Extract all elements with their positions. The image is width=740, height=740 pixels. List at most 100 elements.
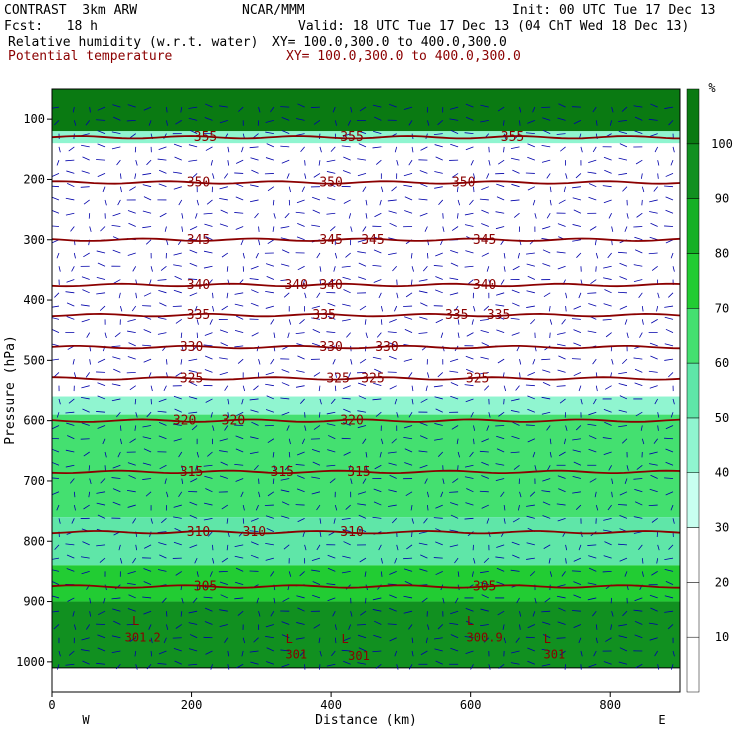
wind-vector bbox=[159, 464, 167, 470]
wind-vector bbox=[651, 518, 658, 523]
wind-vector bbox=[411, 385, 414, 392]
wind-vector bbox=[619, 276, 628, 280]
wind-vector bbox=[511, 435, 520, 440]
wind-vector bbox=[558, 607, 566, 612]
wind-vector bbox=[358, 262, 367, 267]
wind-vector bbox=[326, 159, 336, 163]
wind-vector bbox=[112, 212, 121, 217]
wind-vector bbox=[433, 265, 443, 267]
wind-vector bbox=[112, 501, 121, 506]
wind-vector bbox=[374, 464, 382, 470]
wind-vector bbox=[503, 385, 507, 392]
wind-vector bbox=[221, 557, 229, 563]
wind-vector bbox=[664, 316, 674, 320]
wind-vector bbox=[556, 343, 566, 347]
wind-vector bbox=[541, 396, 551, 400]
wind-vector bbox=[80, 396, 90, 400]
wind-vector bbox=[481, 252, 489, 257]
isentrope-label: 320 bbox=[173, 414, 196, 429]
wind-vector bbox=[235, 226, 244, 230]
wind-vector bbox=[603, 451, 612, 455]
wind-vector bbox=[451, 173, 459, 178]
isentrope-label: 325 bbox=[466, 371, 489, 386]
wind-vector bbox=[450, 610, 459, 615]
wind-vector bbox=[128, 474, 136, 479]
wind-vector bbox=[556, 503, 566, 506]
wind-vector bbox=[205, 488, 213, 493]
wind-vector bbox=[542, 501, 551, 506]
wind-vector bbox=[657, 544, 660, 551]
wind-vector bbox=[327, 435, 336, 440]
wind-vector bbox=[119, 186, 122, 193]
wind-vector bbox=[357, 425, 367, 429]
wind-vector bbox=[670, 160, 674, 166]
wind-vector bbox=[118, 544, 121, 551]
wind-vector bbox=[161, 597, 167, 603]
wind-vector bbox=[332, 106, 336, 113]
wind-vector bbox=[159, 554, 167, 559]
wind-vector bbox=[464, 265, 474, 268]
wind-vector bbox=[282, 597, 290, 602]
wind-vector bbox=[611, 226, 614, 232]
wind-vector bbox=[172, 171, 182, 174]
wind-vector bbox=[66, 302, 75, 307]
wind-vector bbox=[96, 159, 106, 161]
wind-vector bbox=[473, 305, 476, 312]
wind-vector bbox=[633, 478, 643, 480]
wind-vector bbox=[52, 425, 60, 430]
wind-vector bbox=[665, 461, 674, 466]
wind-vector bbox=[516, 597, 520, 604]
wind-vector bbox=[148, 624, 152, 630]
wind-vector bbox=[58, 398, 61, 405]
wind-vector bbox=[330, 146, 336, 152]
wind-vector bbox=[343, 289, 351, 294]
wind-vector bbox=[372, 516, 382, 519]
wind-vector bbox=[364, 319, 367, 325]
wind-vector bbox=[495, 463, 505, 466]
wind-vector bbox=[180, 107, 183, 113]
wind-vector bbox=[420, 398, 428, 403]
wind-vector bbox=[359, 358, 367, 364]
wind-vector bbox=[557, 223, 566, 227]
isentrope-label: 340 bbox=[319, 278, 342, 293]
wind-vector bbox=[422, 266, 428, 272]
colorbar-tick-label: 40 bbox=[715, 466, 729, 480]
wind-vector bbox=[96, 491, 106, 494]
wind-vector bbox=[273, 465, 276, 471]
wind-vector bbox=[235, 183, 244, 188]
x-tick-label: 200 bbox=[181, 698, 203, 712]
wind-vector bbox=[556, 637, 566, 639]
wind-vector bbox=[189, 544, 198, 549]
wind-vector bbox=[611, 491, 613, 498]
wind-vector bbox=[418, 332, 428, 334]
wind-vector bbox=[65, 464, 75, 468]
wind-vector bbox=[173, 504, 182, 508]
wind-vector bbox=[297, 607, 305, 612]
wind-vector bbox=[52, 209, 60, 214]
wind-vector bbox=[342, 133, 351, 137]
wind-vector bbox=[280, 226, 290, 229]
wind-vector bbox=[128, 342, 136, 347]
wind-vector bbox=[166, 107, 168, 113]
wind-vector bbox=[526, 557, 535, 560]
wind-vector bbox=[53, 624, 60, 630]
wind-vector bbox=[164, 478, 167, 484]
header-fcst: Fcst: 18 h bbox=[4, 19, 98, 34]
wind-vector bbox=[595, 120, 598, 126]
wind-vector bbox=[56, 160, 60, 166]
wind-vector bbox=[527, 372, 536, 376]
wind-vector bbox=[234, 303, 244, 307]
wind-vector bbox=[157, 158, 167, 161]
isentrope-label: 310 bbox=[340, 525, 363, 540]
wind-vector bbox=[188, 370, 198, 373]
wind-vector bbox=[638, 544, 643, 550]
wind-vector bbox=[603, 156, 612, 161]
wind-vector bbox=[396, 292, 399, 299]
wind-vector bbox=[526, 515, 535, 519]
wind-vector bbox=[65, 411, 75, 414]
isentrope-label: 325 bbox=[361, 371, 384, 386]
rh-band bbox=[52, 601, 680, 668]
wind-vector bbox=[640, 425, 643, 431]
isentrope-label: 305 bbox=[473, 579, 496, 594]
wind-vector bbox=[442, 597, 445, 604]
